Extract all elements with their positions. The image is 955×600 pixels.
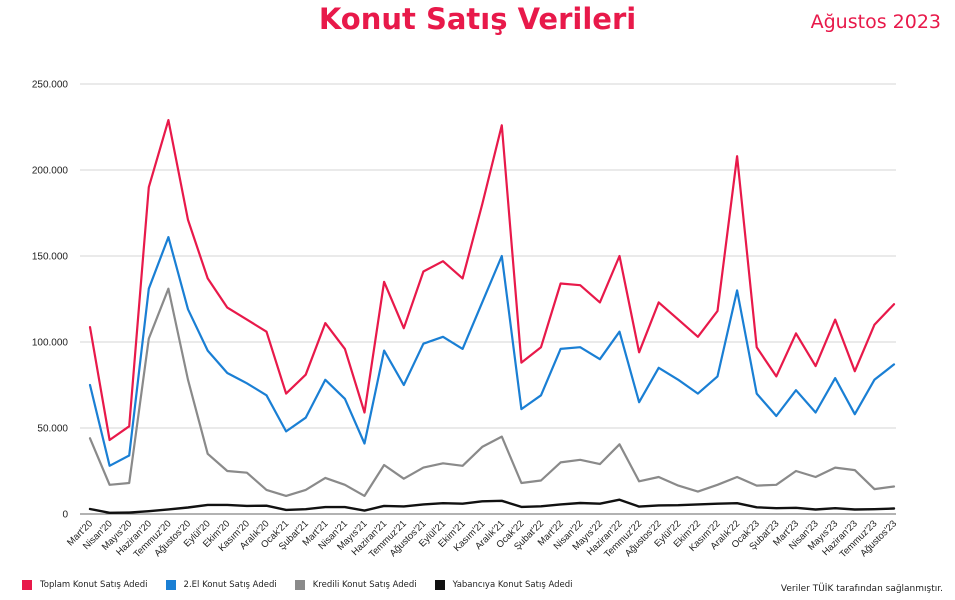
y-tick-label: 250.000 — [32, 80, 69, 91]
legend-label: 2.El Konut Satış Adedi — [183, 580, 277, 590]
legend-swatch — [294, 580, 305, 590]
legend-swatch — [165, 580, 176, 590]
series-line-1 — [88, 118, 896, 442]
chart-title: Konut Satış Verileri — [318, 2, 637, 36]
legend-label: Kredili Konut Satış Adedi — [312, 580, 417, 590]
legend-item: Yabancıya Konut Satış Adedi — [434, 580, 573, 590]
y-tick-label: 200.000 — [32, 166, 69, 177]
legend-item: 2.El Konut Satış Adedi — [165, 580, 277, 590]
y-tick-label: 50.000 — [37, 424, 68, 435]
y-tick-label: 150.000 — [32, 252, 69, 263]
y-tick-label: 0 — [62, 510, 68, 521]
legend-swatch — [22, 580, 32, 590]
y-tick-label: 100.000 — [32, 338, 69, 349]
series-line-3 — [88, 287, 896, 497]
legend-item: Kredili Konut Satış Adedi — [294, 580, 417, 590]
source-note: Veriler TÜİK tarafından sağlanmıştır. — [780, 584, 943, 594]
series-line-2 — [88, 236, 896, 467]
legend-item: Toplam Konut Satış Adedi — [22, 580, 148, 590]
legend-swatch — [434, 580, 445, 590]
chart-legend: Toplam Konut Satış Adedi 2.El Konut Satış… — [22, 578, 591, 592]
legend-label: Yabancıya Konut Satış Adedi — [452, 580, 573, 590]
legend-label: Toplam Konut Satış Adedi — [40, 580, 148, 590]
report-date: Ağustos 2023 — [810, 11, 941, 33]
series-line-4 — [88, 498, 896, 514]
